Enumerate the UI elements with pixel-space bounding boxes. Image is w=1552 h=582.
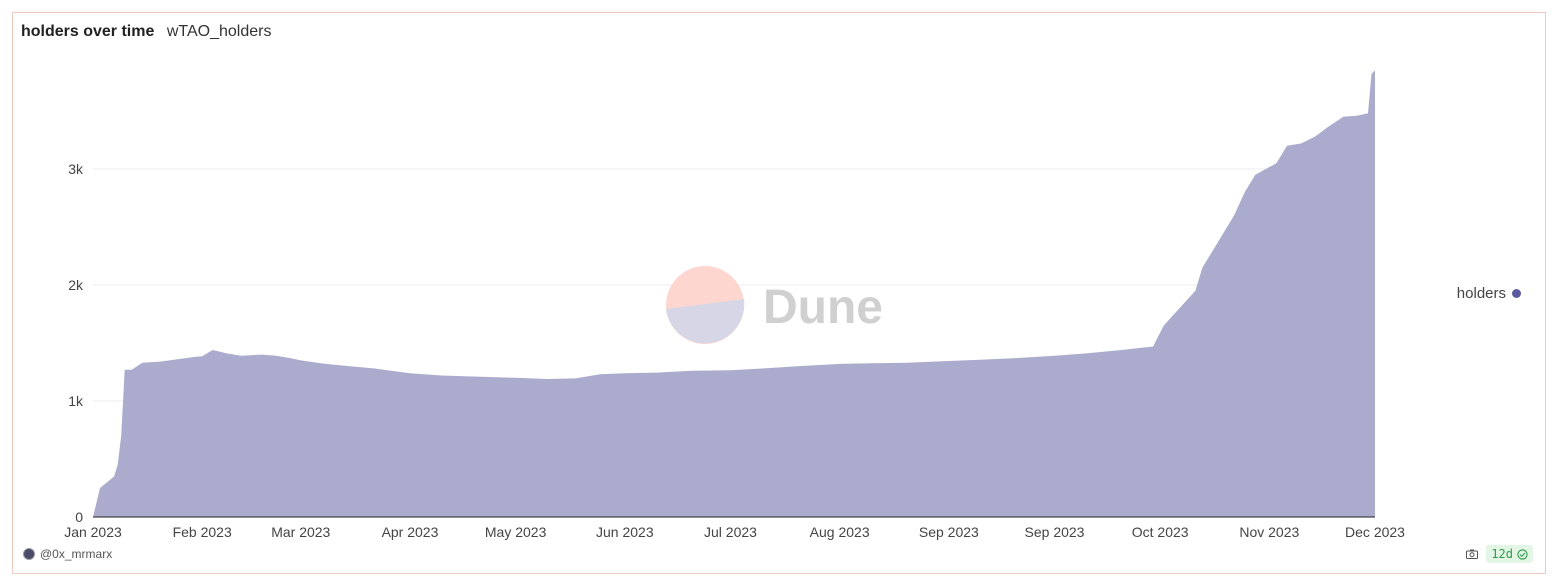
- x-tick-label: Oct 2023: [1132, 524, 1189, 540]
- x-tick-label: Dec 2023: [1345, 524, 1405, 540]
- y-tick-label: 3k: [68, 161, 84, 177]
- freshness-label: 12d: [1491, 547, 1513, 561]
- x-tick-label: Sep 2023: [1025, 524, 1085, 540]
- area-chart: Dune 0 1k 2k 3k Jan 2023 Feb 2023 Mar 2023 Apr…: [64, 70, 1405, 540]
- watermark-text: Dune: [763, 281, 883, 334]
- author-name: @0x_mrmarx: [40, 547, 113, 561]
- author[interactable]: @0x_mrmarx: [23, 547, 112, 561]
- query-name: wTAO_holders: [166, 23, 272, 40]
- avatar: [23, 548, 35, 560]
- x-axis-ticks: Jan 2023 Feb 2023 Mar 2023 Apr 2023 May 2023…: [64, 524, 1405, 540]
- y-tick-label: 1k: [68, 393, 84, 409]
- legend[interactable]: holders: [1457, 285, 1521, 302]
- y-axis-ticks: 0 1k 2k 3k: [68, 161, 84, 525]
- x-tick-label: Jan 2023: [64, 524, 122, 540]
- legend-label: holders: [1456, 285, 1506, 302]
- chart-title: holders over time: [21, 23, 155, 40]
- x-tick-label: Apr 2023: [382, 524, 439, 540]
- footer-actions: 12d: [1466, 545, 1533, 563]
- x-tick-label: Jun 2023: [596, 524, 654, 540]
- freshness-badge[interactable]: 12d: [1486, 545, 1533, 563]
- watermark-logo-wedge: [666, 299, 745, 344]
- check-circle-icon: [1517, 548, 1528, 560]
- x-tick-label: May 2023: [485, 524, 547, 540]
- y-tick-label: 2k: [68, 277, 84, 293]
- x-tick-label: Jul 2023: [704, 524, 757, 540]
- y-tick-label: 0: [75, 509, 83, 525]
- x-tick-label: Nov 2023: [1239, 524, 1299, 540]
- x-tick-label: Feb 2023: [173, 524, 232, 540]
- holders-area: [93, 70, 1375, 518]
- x-tick-label: Mar 2023: [271, 524, 330, 540]
- camera-icon[interactable]: [1466, 549, 1479, 559]
- dune-watermark: Dune: [666, 266, 883, 344]
- x-tick-label: Sep 2023: [919, 524, 979, 540]
- chart-header: holders over time wTAO_holders: [21, 23, 271, 41]
- legend-dot-icon: [1512, 289, 1521, 298]
- x-tick-label: Aug 2023: [810, 524, 870, 540]
- chart-panel: holders over time wTAO_holders Dune 0 1k 2…: [12, 12, 1546, 574]
